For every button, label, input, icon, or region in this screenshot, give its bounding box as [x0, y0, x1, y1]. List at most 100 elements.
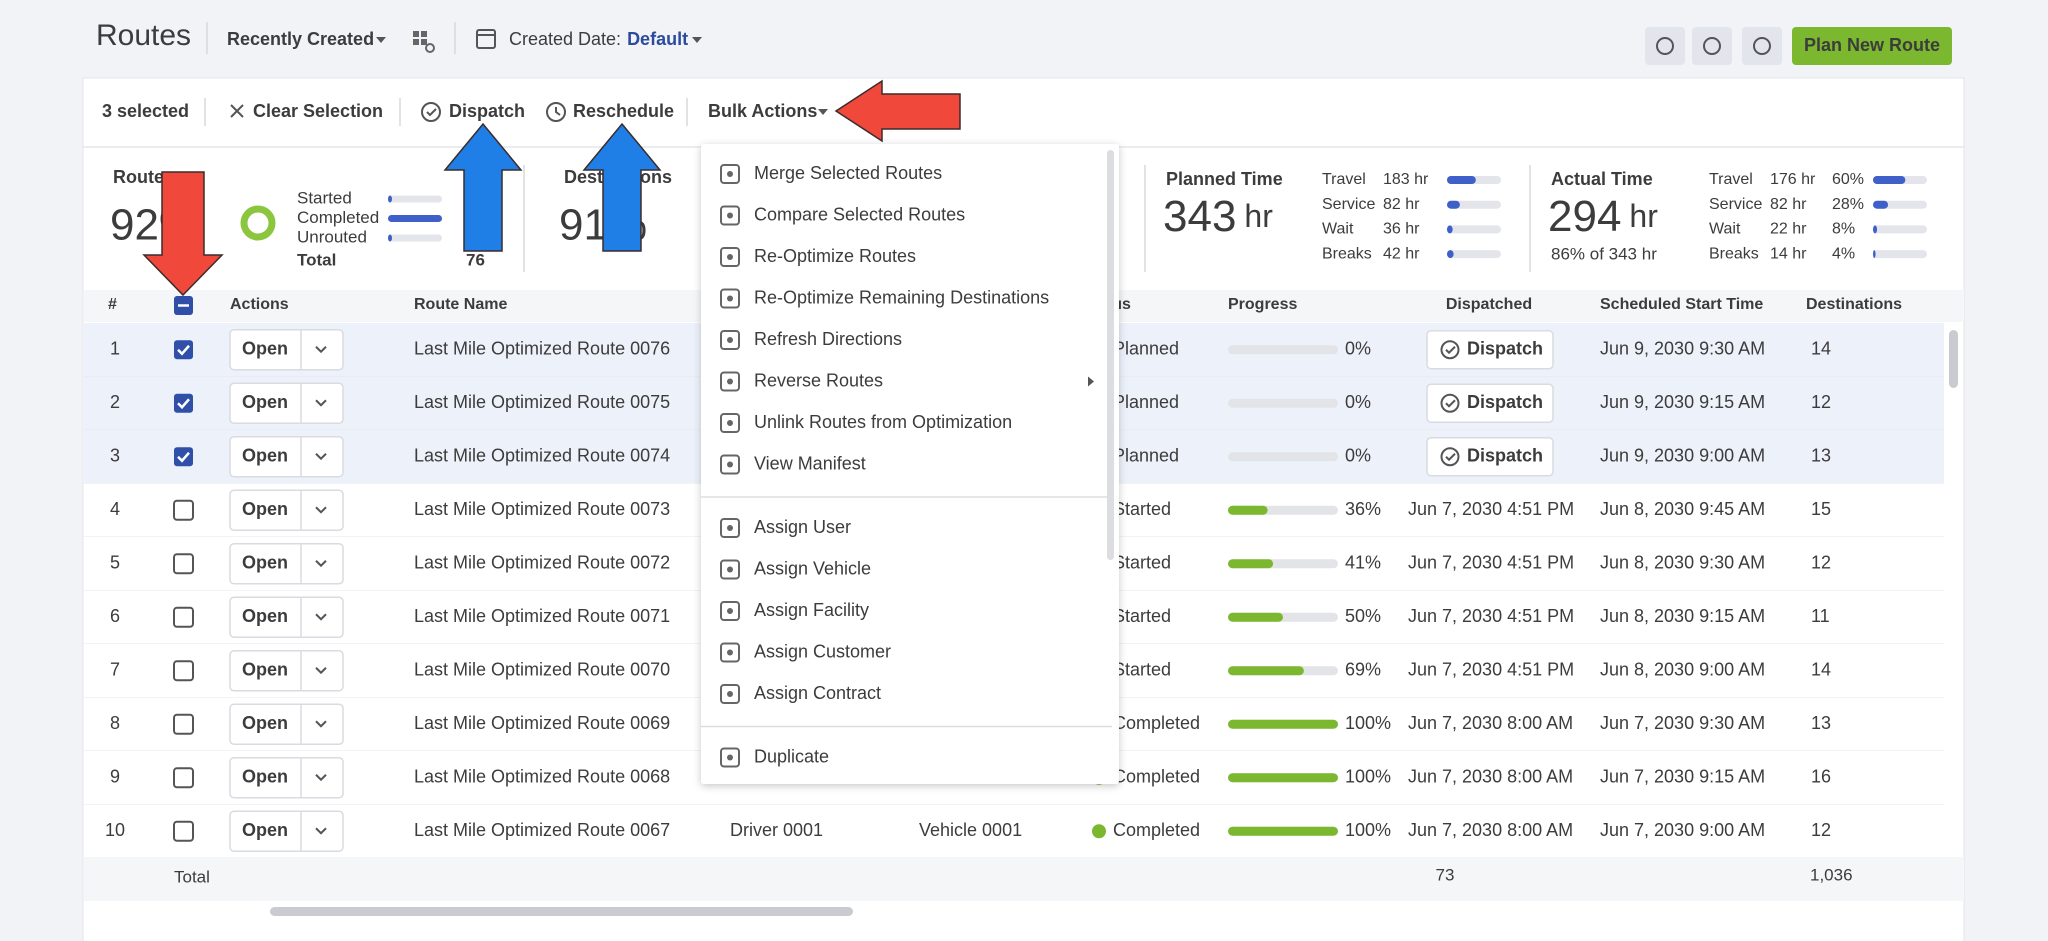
menu-scrollbar[interactable] — [1107, 150, 1114, 560]
card-label: Planned Time — [1166, 169, 1283, 189]
time-track — [1447, 200, 1501, 209]
time-row-label: Service — [1322, 196, 1375, 213]
sort-dropdown[interactable]: Recently Created — [227, 29, 374, 49]
dispatch-row-button-label[interactable]: Dispatch — [1467, 392, 1543, 412]
row-checkbox[interactable] — [174, 393, 193, 413]
open-button[interactable] — [229, 596, 344, 638]
menu-item[interactable]: Duplicate — [754, 746, 829, 766]
scheduled-start: Jun 8, 2030 9:15 AM — [1600, 606, 1765, 626]
row-checkbox[interactable] — [173, 553, 194, 575]
row-checkbox[interactable] — [174, 340, 193, 360]
bulk-actions-button[interactable]: Bulk Actions — [708, 101, 817, 121]
menu-item[interactable]: Re-Optimize Routes — [754, 246, 916, 266]
horizontal-scrollbar[interactable] — [270, 907, 853, 916]
open-button[interactable] — [229, 329, 344, 371]
dispatch-icon — [1445, 346, 1456, 355]
open-button[interactable] — [229, 543, 344, 585]
dispatch-row-button-label[interactable]: Dispatch — [1467, 339, 1543, 359]
time-row-value: 36 hr — [1383, 221, 1420, 238]
time-row-share: 8% — [1832, 221, 1855, 238]
dispatch-row-button[interactable] — [1426, 383, 1554, 423]
route-name: Last Mile Optimized Route 0067 — [414, 820, 670, 840]
dispatch-button[interactable]: Dispatch — [449, 101, 525, 121]
progress-label: 50% — [1345, 606, 1381, 626]
menu-item[interactable]: Re-Optimize Remaining Destinations — [754, 287, 1049, 307]
progress-bar — [1228, 826, 1338, 836]
dispatch-row-button[interactable] — [1426, 437, 1554, 477]
menu-item[interactable]: Assign Customer — [754, 641, 891, 661]
status-label: Planned — [1113, 339, 1179, 359]
menu-item[interactable]: View Manifest — [754, 453, 866, 473]
menu-icon — [727, 691, 733, 697]
open-button-label[interactable]: Open — [242, 499, 288, 519]
open-button-label[interactable]: Open — [242, 446, 288, 466]
menu-item[interactable]: Assign User — [754, 517, 851, 537]
open-button-label[interactable]: Open — [242, 392, 288, 412]
menu-item[interactable]: Assign Vehicle — [754, 558, 871, 578]
close-icon — [230, 104, 244, 118]
menu-icon — [727, 608, 733, 614]
menu-item[interactable]: Assign Facility — [754, 600, 869, 620]
open-button[interactable] — [229, 757, 344, 799]
menu-item[interactable]: Compare Selected Routes — [754, 204, 965, 224]
open-button-label[interactable]: Open — [242, 606, 288, 626]
chevron-icon[interactable] — [315, 399, 327, 407]
open-button-label[interactable]: Open — [242, 713, 288, 733]
dispatch-row-button[interactable] — [1426, 330, 1554, 370]
chevron-icon[interactable] — [315, 506, 327, 514]
scheduled-start: Jun 9, 2030 9:30 AM — [1600, 339, 1765, 359]
icon-button[interactable] — [1742, 27, 1782, 65]
menu-item[interactable]: Assign Contract — [754, 683, 881, 703]
vertical-scrollbar[interactable] — [1949, 330, 1958, 388]
menu-item[interactable]: Refresh Directions — [754, 329, 902, 349]
open-button-label[interactable]: Open — [242, 339, 288, 359]
chevron-icon[interactable] — [315, 720, 327, 728]
menu-item[interactable]: Reverse Routes — [754, 370, 883, 390]
menu-item[interactable]: Merge Selected Routes — [754, 163, 942, 183]
chevron-icon[interactable] — [315, 346, 327, 354]
row-checkbox[interactable] — [173, 767, 194, 789]
chevron-icon[interactable] — [315, 827, 327, 835]
chevron-icon[interactable] — [315, 774, 327, 782]
annotation-arrow — [142, 171, 224, 297]
open-button[interactable] — [229, 436, 344, 478]
menu-item[interactable]: Unlink Routes from Optimization — [754, 412, 1012, 432]
open-button-label[interactable]: Open — [242, 820, 288, 840]
menu-icon — [720, 288, 740, 309]
clear-selection-button[interactable]: Clear Selection — [253, 101, 383, 121]
legend-bar — [388, 215, 442, 222]
chevron-icon[interactable] — [315, 453, 327, 461]
date-filter[interactable]: Created Date: Default — [509, 29, 688, 49]
dispatched-time: Jun 7, 2030 8:00 AM — [1408, 820, 1573, 840]
icon-button[interactable] — [1692, 27, 1732, 65]
open-button[interactable] — [229, 650, 344, 692]
open-button[interactable] — [229, 810, 344, 852]
row-checkbox[interactable] — [173, 713, 194, 735]
chevron-icon[interactable] — [315, 613, 327, 621]
progress-label: 69% — [1345, 660, 1381, 680]
open-button[interactable] — [229, 489, 344, 531]
caret-icon — [818, 109, 828, 115]
open-button-label[interactable]: Open — [242, 553, 288, 573]
open-button[interactable] — [229, 382, 344, 424]
row-checkbox[interactable] — [174, 447, 193, 467]
plan-route-button-label[interactable]: Plan New Route — [1804, 35, 1940, 55]
route-name: Last Mile Optimized Route 0073 — [414, 499, 670, 519]
dispatched-time: Jun 7, 2030 4:51 PM — [1408, 660, 1574, 680]
legend-track — [388, 195, 442, 203]
row-checkbox[interactable] — [173, 606, 194, 628]
open-button-label[interactable]: Open — [242, 660, 288, 680]
reschedule-button[interactable]: Reschedule — [573, 101, 674, 121]
row-checkbox[interactable] — [173, 499, 194, 521]
open-button-label[interactable]: Open — [242, 767, 288, 787]
chevron-icon[interactable] — [315, 560, 327, 568]
row-checkbox[interactable] — [173, 820, 194, 842]
row-checkbox[interactable] — [173, 660, 194, 682]
time-row-value: 183 hr — [1383, 171, 1429, 188]
menu-icon — [727, 566, 733, 573]
dispatch-row-button-label[interactable]: Dispatch — [1467, 446, 1543, 466]
icon-button[interactable] — [1645, 27, 1685, 65]
chevron-icon[interactable] — [315, 667, 327, 675]
open-button[interactable] — [229, 703, 344, 745]
plan-route-button[interactable] — [1792, 27, 1952, 65]
